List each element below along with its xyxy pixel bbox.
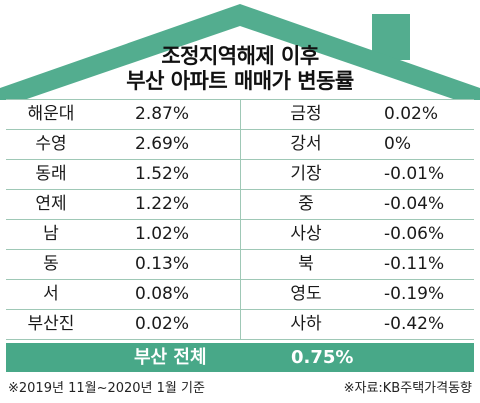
district-name: 연제 bbox=[35, 194, 67, 214]
district-value: -0.06% bbox=[384, 224, 445, 244]
house-roof-graphic bbox=[0, 4, 480, 100]
district-name: 기장 bbox=[290, 164, 322, 184]
district-name: 금정 bbox=[290, 104, 322, 124]
chimney bbox=[372, 14, 410, 60]
district-name: 사하 bbox=[290, 314, 322, 334]
district-value: -0.04% bbox=[384, 194, 445, 214]
district-value: 0% bbox=[384, 134, 411, 154]
district-value: 0.02% bbox=[135, 314, 190, 334]
district-name: 북 bbox=[298, 254, 314, 274]
district-value: 1.52% bbox=[135, 164, 190, 184]
district-name: 사상 bbox=[290, 224, 322, 244]
district-value: 0.02% bbox=[384, 104, 439, 124]
footnote-source: ※자료:KB주택가격동향 bbox=[343, 381, 472, 396]
roof-shape bbox=[0, 4, 480, 100]
total-value: 0.75% bbox=[291, 347, 354, 368]
district-value: -0.19% bbox=[384, 284, 445, 304]
district-name: 수영 bbox=[35, 134, 67, 154]
district-value: 2.69% bbox=[135, 134, 190, 154]
column-divider bbox=[240, 99, 241, 339]
district-name: 동래 bbox=[35, 164, 67, 184]
district-value: -0.42% bbox=[384, 314, 445, 334]
district-name: 남 bbox=[43, 224, 59, 244]
table-row: 해운대 2.87% 금정 0.02% bbox=[6, 100, 474, 130]
district-value: -0.01% bbox=[384, 164, 445, 184]
table-row: 동 0.13% 북 -0.11% bbox=[6, 250, 474, 280]
district-table: 해운대 2.87% 금정 0.02% 수영 2.69% 강서 0% 동래 1.5… bbox=[6, 99, 474, 340]
district-name: 영도 bbox=[290, 284, 322, 304]
title-line-2: 부산 아파트 매매가 변동률 bbox=[126, 69, 354, 93]
district-name: 강서 bbox=[290, 134, 322, 154]
district-value: 0.08% bbox=[135, 284, 190, 304]
district-name: 해운대 bbox=[27, 104, 75, 124]
total-bar: 부산 전체 0.75% bbox=[6, 343, 474, 372]
district-value: 1.02% bbox=[135, 224, 190, 244]
table-row: 부산진 0.02% 사하 -0.42% bbox=[6, 310, 474, 340]
district-name: 부산진 bbox=[27, 314, 75, 334]
district-name: 중 bbox=[298, 194, 314, 214]
total-label: 부산 전체 bbox=[134, 347, 207, 368]
title-line-1: 조정지역해제 이후 bbox=[161, 44, 319, 68]
district-value: 0.13% bbox=[135, 254, 190, 274]
district-name: 서 bbox=[43, 284, 59, 304]
footnote-period: ※2019년 11월~2020년 1월 기준 bbox=[8, 381, 205, 396]
district-value: 2.87% bbox=[135, 104, 190, 124]
district-value: 1.22% bbox=[135, 194, 190, 214]
district-value: -0.11% bbox=[384, 254, 445, 274]
district-name: 동 bbox=[43, 254, 59, 274]
